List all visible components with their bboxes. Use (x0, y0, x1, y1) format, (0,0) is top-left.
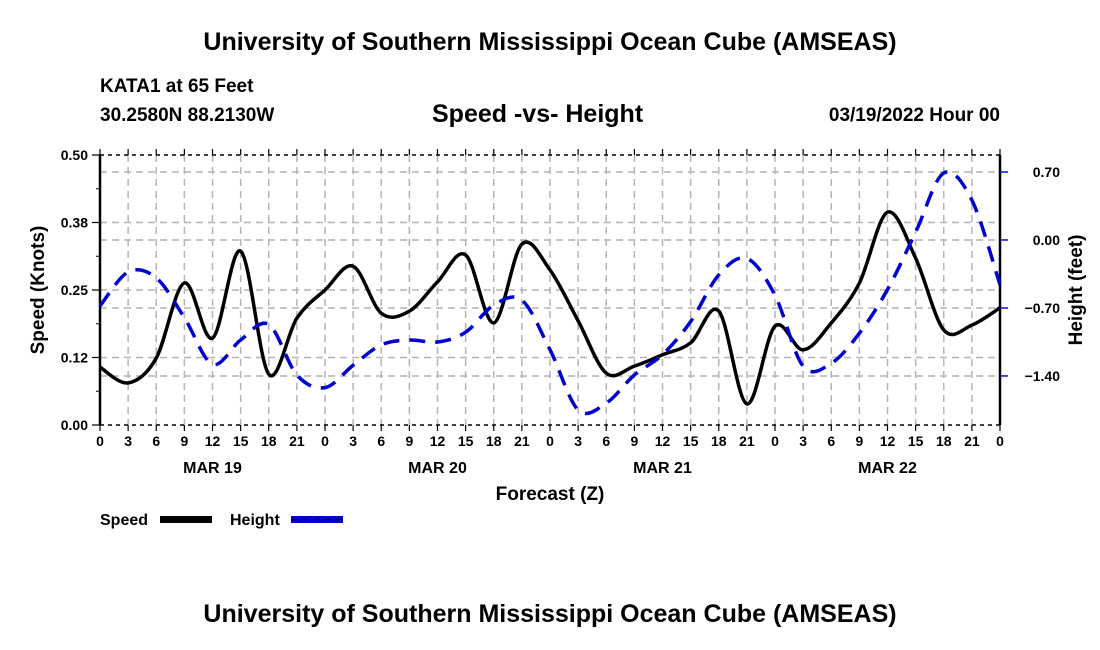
day-label: MAR 22 (858, 460, 917, 477)
x-tick-label: 9 (180, 433, 188, 449)
y-tick-label: 0.00 (61, 417, 88, 433)
x-tick-label: 18 (936, 433, 952, 449)
station-coordinates: 30.2580N 88.2130W (100, 105, 275, 126)
y-tick-label: 0.50 (61, 147, 88, 163)
x-tick-label: 3 (799, 433, 807, 449)
x-tick-label: 3 (349, 433, 357, 449)
x-tick-label: 12 (430, 433, 446, 449)
x-tick-label: 6 (827, 433, 835, 449)
forecast-datetime: 03/19/2022 Hour 00 (828, 105, 1000, 126)
chart-subtitle: Speed -vs- Height (432, 100, 644, 128)
legend-swatch-speed (160, 516, 212, 523)
y2-tick-label: 0.70 (1033, 164, 1060, 180)
day-label: MAR 19 (183, 460, 242, 477)
legend-label-height: Height (230, 512, 280, 529)
x-tick-label: 0 (321, 433, 329, 449)
x-tick-label: 0 (771, 433, 779, 449)
x-tick-label: 18 (261, 433, 277, 449)
x-tick-label: 9 (855, 433, 863, 449)
y-tick-label: 0.12 (61, 350, 88, 366)
x-tick-label: 3 (124, 433, 132, 449)
x-tick-label: 0 (96, 433, 104, 449)
y-tick-label: 0.25 (61, 282, 88, 298)
day-label: MAR 21 (633, 460, 692, 477)
day-label: MAR 20 (408, 460, 467, 477)
x-tick-label: 12 (655, 433, 671, 449)
y-axis-label-speed: Speed (Knots) (28, 226, 49, 355)
x-tick-label: 21 (514, 433, 530, 449)
y2-tick-label: −1.40 (1025, 368, 1061, 384)
axes: 0 3 6 9 12 15 18 21 0 3 6 9 12 15 18 21 0 3 6 9 12 15 18 21 0 3 6 9… (61, 147, 1060, 477)
series-line-speed (99, 210, 1001, 406)
legend-label-speed: Speed (100, 512, 148, 529)
x-tick-label: 15 (458, 433, 474, 449)
grid-lines (100, 155, 1000, 425)
x-tick-label: 15 (683, 433, 699, 449)
x-tick-label: 0 (546, 433, 554, 449)
x-tick-label: 9 (630, 433, 638, 449)
x-tick-label: 21 (739, 433, 755, 449)
legend: Speed Height (100, 512, 343, 529)
chart-title-top: University of Southern Mississippi Ocean… (203, 28, 897, 56)
x-axis-label: Forecast (Z) (496, 484, 605, 505)
y2-tick-label: −0.70 (1025, 300, 1061, 316)
chart-title-bottom: University of Southern Mississippi Ocean… (203, 600, 897, 628)
x-tick-label: 12 (880, 433, 896, 449)
x-tick-label: 15 (908, 433, 924, 449)
x-tick-label: 6 (152, 433, 160, 449)
x-tick-label: 9 (405, 433, 413, 449)
axis-labels: Forecast (Z) Speed (Knots) Height (feet) (28, 226, 1087, 505)
y-tick-label: 0.38 (61, 215, 88, 231)
x-tick-label: 12 (205, 433, 221, 449)
x-tick-label: 21 (964, 433, 980, 449)
x-tick-label: 21 (289, 433, 305, 449)
x-tick-label: 18 (711, 433, 727, 449)
series-line-height (98, 170, 1002, 416)
x-tick-label: 3 (574, 433, 582, 449)
x-tick-label: 15 (233, 433, 249, 449)
x-tick-label: 18 (486, 433, 502, 449)
y-axis-label-height: Height (feet) (1066, 235, 1087, 346)
series-group (98, 170, 1002, 416)
x-tick-label: 0 (996, 433, 1004, 449)
station-label: KATA1 at 65 Feet (100, 76, 254, 97)
x-tick-label: 6 (377, 433, 385, 449)
y2-tick-label: 0.00 (1033, 232, 1060, 248)
x-tick-label: 6 (602, 433, 610, 449)
